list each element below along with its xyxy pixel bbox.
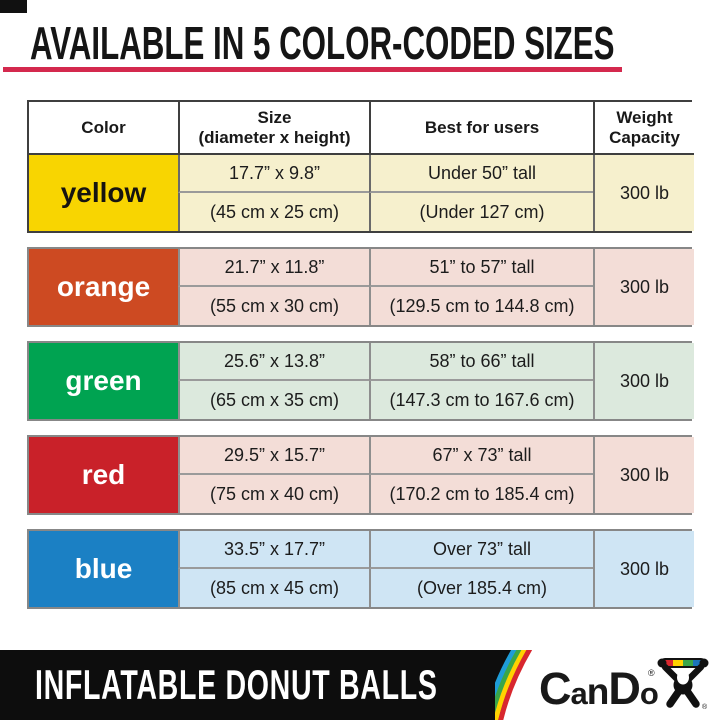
corner-mark (0, 0, 27, 13)
users-cm-cell: (129.5 cm to 144.8 cm) (369, 287, 593, 325)
size-inches-cell: 25.6” x 13.8” (178, 343, 369, 381)
size-row-green: green 25.6” x 13.8” 58” to 66” tall 300 … (27, 341, 694, 421)
rainbow-arc-yellow (495, 650, 528, 720)
users-inches-cell: Under 50” tall (369, 155, 593, 193)
title-underline (3, 67, 622, 72)
header-line: Weight (616, 107, 673, 127)
header-line: Color (81, 117, 126, 137)
brand-wordmark: CanDo (539, 663, 658, 714)
size-cm-cell: (75 cm x 40 cm) (178, 475, 369, 513)
weight-capacity-cell: 300 lb (593, 343, 694, 419)
size-inches-cell: 33.5” x 17.7” (178, 531, 369, 569)
size-row-orange: orange 21.7” x 11.8” 51” to 57” tall 300… (27, 247, 694, 327)
users-inches-cell: 67” x 73” tall (369, 437, 593, 475)
size-inches-cell: 29.5” x 15.7” (178, 437, 369, 475)
users-inches-cell: 51” to 57” tall (369, 249, 593, 287)
cando-logo: CanDo ® ® (495, 650, 720, 720)
product-name: INFLATABLE DONUT BALLS (35, 661, 438, 708)
users-cm-cell: (Over 185.4 cm) (369, 569, 593, 607)
color-swatch-yellow: yellow (29, 155, 178, 231)
users-cm-cell: (Under 127 cm) (369, 193, 593, 231)
weight-capacity-cell: 300 lb (593, 437, 694, 513)
column-header-color: Color (29, 102, 178, 155)
column-header-best-for-users: Best for users (369, 102, 593, 155)
color-swatch-red: red (29, 437, 178, 513)
size-cm-cell: (65 cm x 35 cm) (178, 381, 369, 419)
color-swatch-orange: orange (29, 249, 178, 325)
header-line: Capacity (609, 127, 680, 147)
size-inches-cell: 17.7” x 9.8” (178, 155, 369, 193)
users-cm-cell: (147.3 cm to 167.6 cm) (369, 381, 593, 419)
figure-registered-mark: ® (702, 703, 708, 711)
size-row-red: red 29.5” x 15.7” 67” x 73” tall 300 lb … (27, 435, 694, 515)
size-table: Color Size (diameter x height) Best for u… (27, 100, 694, 609)
size-row-blue: blue 33.5” x 17.7” Over 73” tall 300 lb … (27, 529, 694, 609)
size-cm-cell: (45 cm x 25 cm) (178, 193, 369, 231)
users-inches-cell: Over 73” tall (369, 531, 593, 569)
weight-capacity-cell: 300 lb (593, 249, 694, 325)
column-header-size: Size (diameter x height) (178, 102, 369, 155)
users-cm-cell: (170.2 cm to 185.4 cm) (369, 475, 593, 513)
rainbow-arc-red (498, 650, 533, 720)
cando-figure-icon: ® (657, 658, 709, 711)
users-inches-cell: 58” to 66” tall (369, 343, 593, 381)
size-cm-cell: (85 cm x 45 cm) (178, 569, 369, 607)
color-swatch-blue: blue (29, 531, 178, 607)
weight-capacity-cell: 300 lb (593, 155, 694, 231)
size-cm-cell: (55 cm x 30 cm) (178, 287, 369, 325)
rainbow-arc-green (495, 650, 523, 714)
column-header-weight-capacity: Weight Capacity (593, 102, 694, 155)
table-header-and-yellow-row: Color Size (diameter x height) Best for u… (27, 100, 694, 233)
header-line: (diameter x height) (198, 127, 351, 147)
header-line: Best for users (424, 117, 540, 137)
weight-capacity-cell: 300 lb (593, 531, 694, 607)
brand-registered-mark: ® (648, 668, 655, 678)
color-swatch-green: green (29, 343, 178, 419)
page-title: AVAILABLE IN 5 COLOR-CODED SIZES (30, 17, 615, 69)
footer-bar: INFLATABLE DONUT BALLS CanDo ® (0, 650, 720, 720)
header-line: Size (257, 107, 292, 127)
size-inches-cell: 21.7” x 11.8” (178, 249, 369, 287)
rainbow-arc-blue (495, 650, 518, 699)
